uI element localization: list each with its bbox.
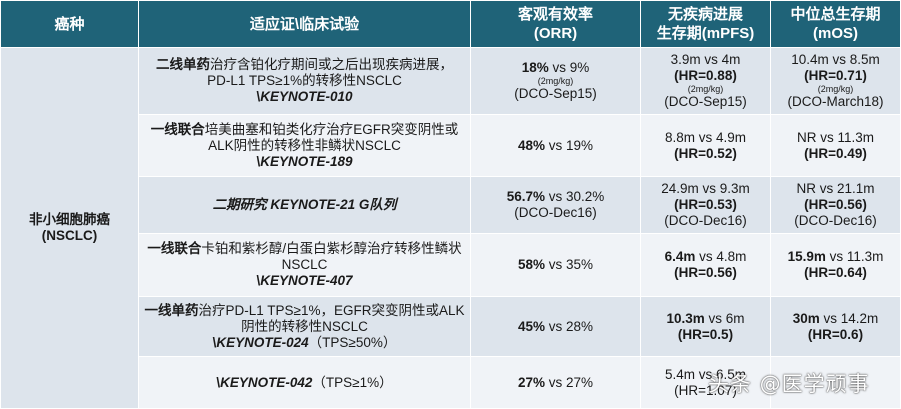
header-orr: 客观有效率 (ORR) bbox=[470, 0, 641, 48]
orr-cell: 45% vs 28% bbox=[470, 296, 641, 357]
orr-cell: 18% vs 9% (2mg/kg) (DCO-Sep15) bbox=[470, 47, 641, 115]
orr-cell: 56.7% vs 30.2% (DCO-Dec16) bbox=[470, 176, 641, 234]
table-row: 一线单药治疗PD-L1 TPS≥1%，EGFR突变阴性或ALK 阴性的转移性NS… bbox=[1, 296, 901, 357]
os-cell: NR vs 11.3m (HR=0.49) bbox=[770, 114, 901, 177]
pfs-cell: 8.8m vs 4.9m (HR=0.52) bbox=[640, 114, 771, 177]
header-pfs: 无疾病进展 生存期(mPFS) bbox=[640, 0, 771, 48]
watermark: 头条 @医学顽事 bbox=[708, 372, 870, 396]
os-cell: 30m vs 14.2m (HR=0.6) bbox=[770, 296, 901, 357]
header-os: 中位总生存期 (mOS) bbox=[770, 0, 901, 48]
os-cell: 10.4m vs 8.5m (HR=0.71) (2mg/kg) (DCO-Ma… bbox=[770, 47, 901, 115]
header-row: 癌种 适应证\临床试验 客观有效率 (ORR) 无疾病进展 生存期(mPFS) … bbox=[0, 0, 901, 48]
orr-cell: 58% vs 35% bbox=[470, 233, 641, 297]
indication-cell: 二线单药治疗含铂化疗期间或之后出现疾病进展， PD-L1 TPS≥1%的转移性N… bbox=[138, 47, 471, 115]
indication-cell: 一线联合培美曲塞和铂类化疗治疗EGFR突变阴性或 ALK阴性的转移性非鳞状NSC… bbox=[138, 114, 471, 177]
indication-cell: \KEYNOTE-042（TPS≥1%） bbox=[138, 356, 471, 409]
orr-cell: 27% vs 27% bbox=[470, 356, 641, 409]
pfs-cell: 3.9m vs 4m (HR=0.88) (2mg/kg) (DCO-Sep15… bbox=[640, 47, 771, 115]
os-cell: 15.9m vs 11.3m (HR=0.64) bbox=[770, 233, 901, 297]
header-indication: 适应证\临床试验 bbox=[138, 0, 471, 48]
indication-cell: 一线单药治疗PD-L1 TPS≥1%，EGFR突变阴性或ALK 阴性的转移性NS… bbox=[138, 296, 471, 357]
pfs-cell: 24.9m vs 9.3m (HR=0.53) (DCO-Dec16) bbox=[640, 176, 771, 234]
os-cell: NR vs 21.1m (HR=0.56) (DCO-Dec16) bbox=[770, 176, 901, 234]
pfs-cell: 6.4m vs 4.8m (HR=0.56) bbox=[640, 233, 771, 297]
table-row: 一线联合培美曲塞和铂类化疗治疗EGFR突变阴性或 ALK阴性的转移性非鳞状NSC… bbox=[1, 114, 901, 177]
orr-cell: 48% vs 19% bbox=[470, 114, 641, 177]
table-row: 二期研究 KEYNOTE-21 G队列 56.7% vs 30.2% (DCO-… bbox=[1, 176, 901, 234]
os-cell bbox=[770, 356, 901, 409]
indication-cell: 二期研究 KEYNOTE-21 G队列 bbox=[138, 176, 471, 234]
table-row: 一线联合卡铂和紫杉醇/白蛋白紫杉醇治疗转移性鳞状 NSCLC \KEYNOTE-… bbox=[1, 233, 901, 297]
table-row: \KEYNOTE-042（TPS≥1%） 27% vs 27% 5.4m vs … bbox=[1, 356, 901, 409]
pfs-cell: 10.3m vs 6m (HR=0.5) bbox=[640, 296, 771, 357]
cancer-cell: 非小细胞肺癌 (NSCLC) bbox=[0, 47, 139, 409]
pfs-cell: 5.4m vs 6.5m (HR=1.07) bbox=[640, 356, 771, 409]
header-cancer: 癌种 bbox=[0, 0, 139, 48]
table-row: 非小细胞肺癌 (NSCLC) 二线单药治疗含铂化疗期间或之后出现疾病进展， PD… bbox=[0, 47, 901, 409]
indication-cell: 一线联合卡铂和紫杉醇/白蛋白紫杉醇治疗转移性鳞状 NSCLC \KEYNOTE-… bbox=[138, 233, 471, 297]
